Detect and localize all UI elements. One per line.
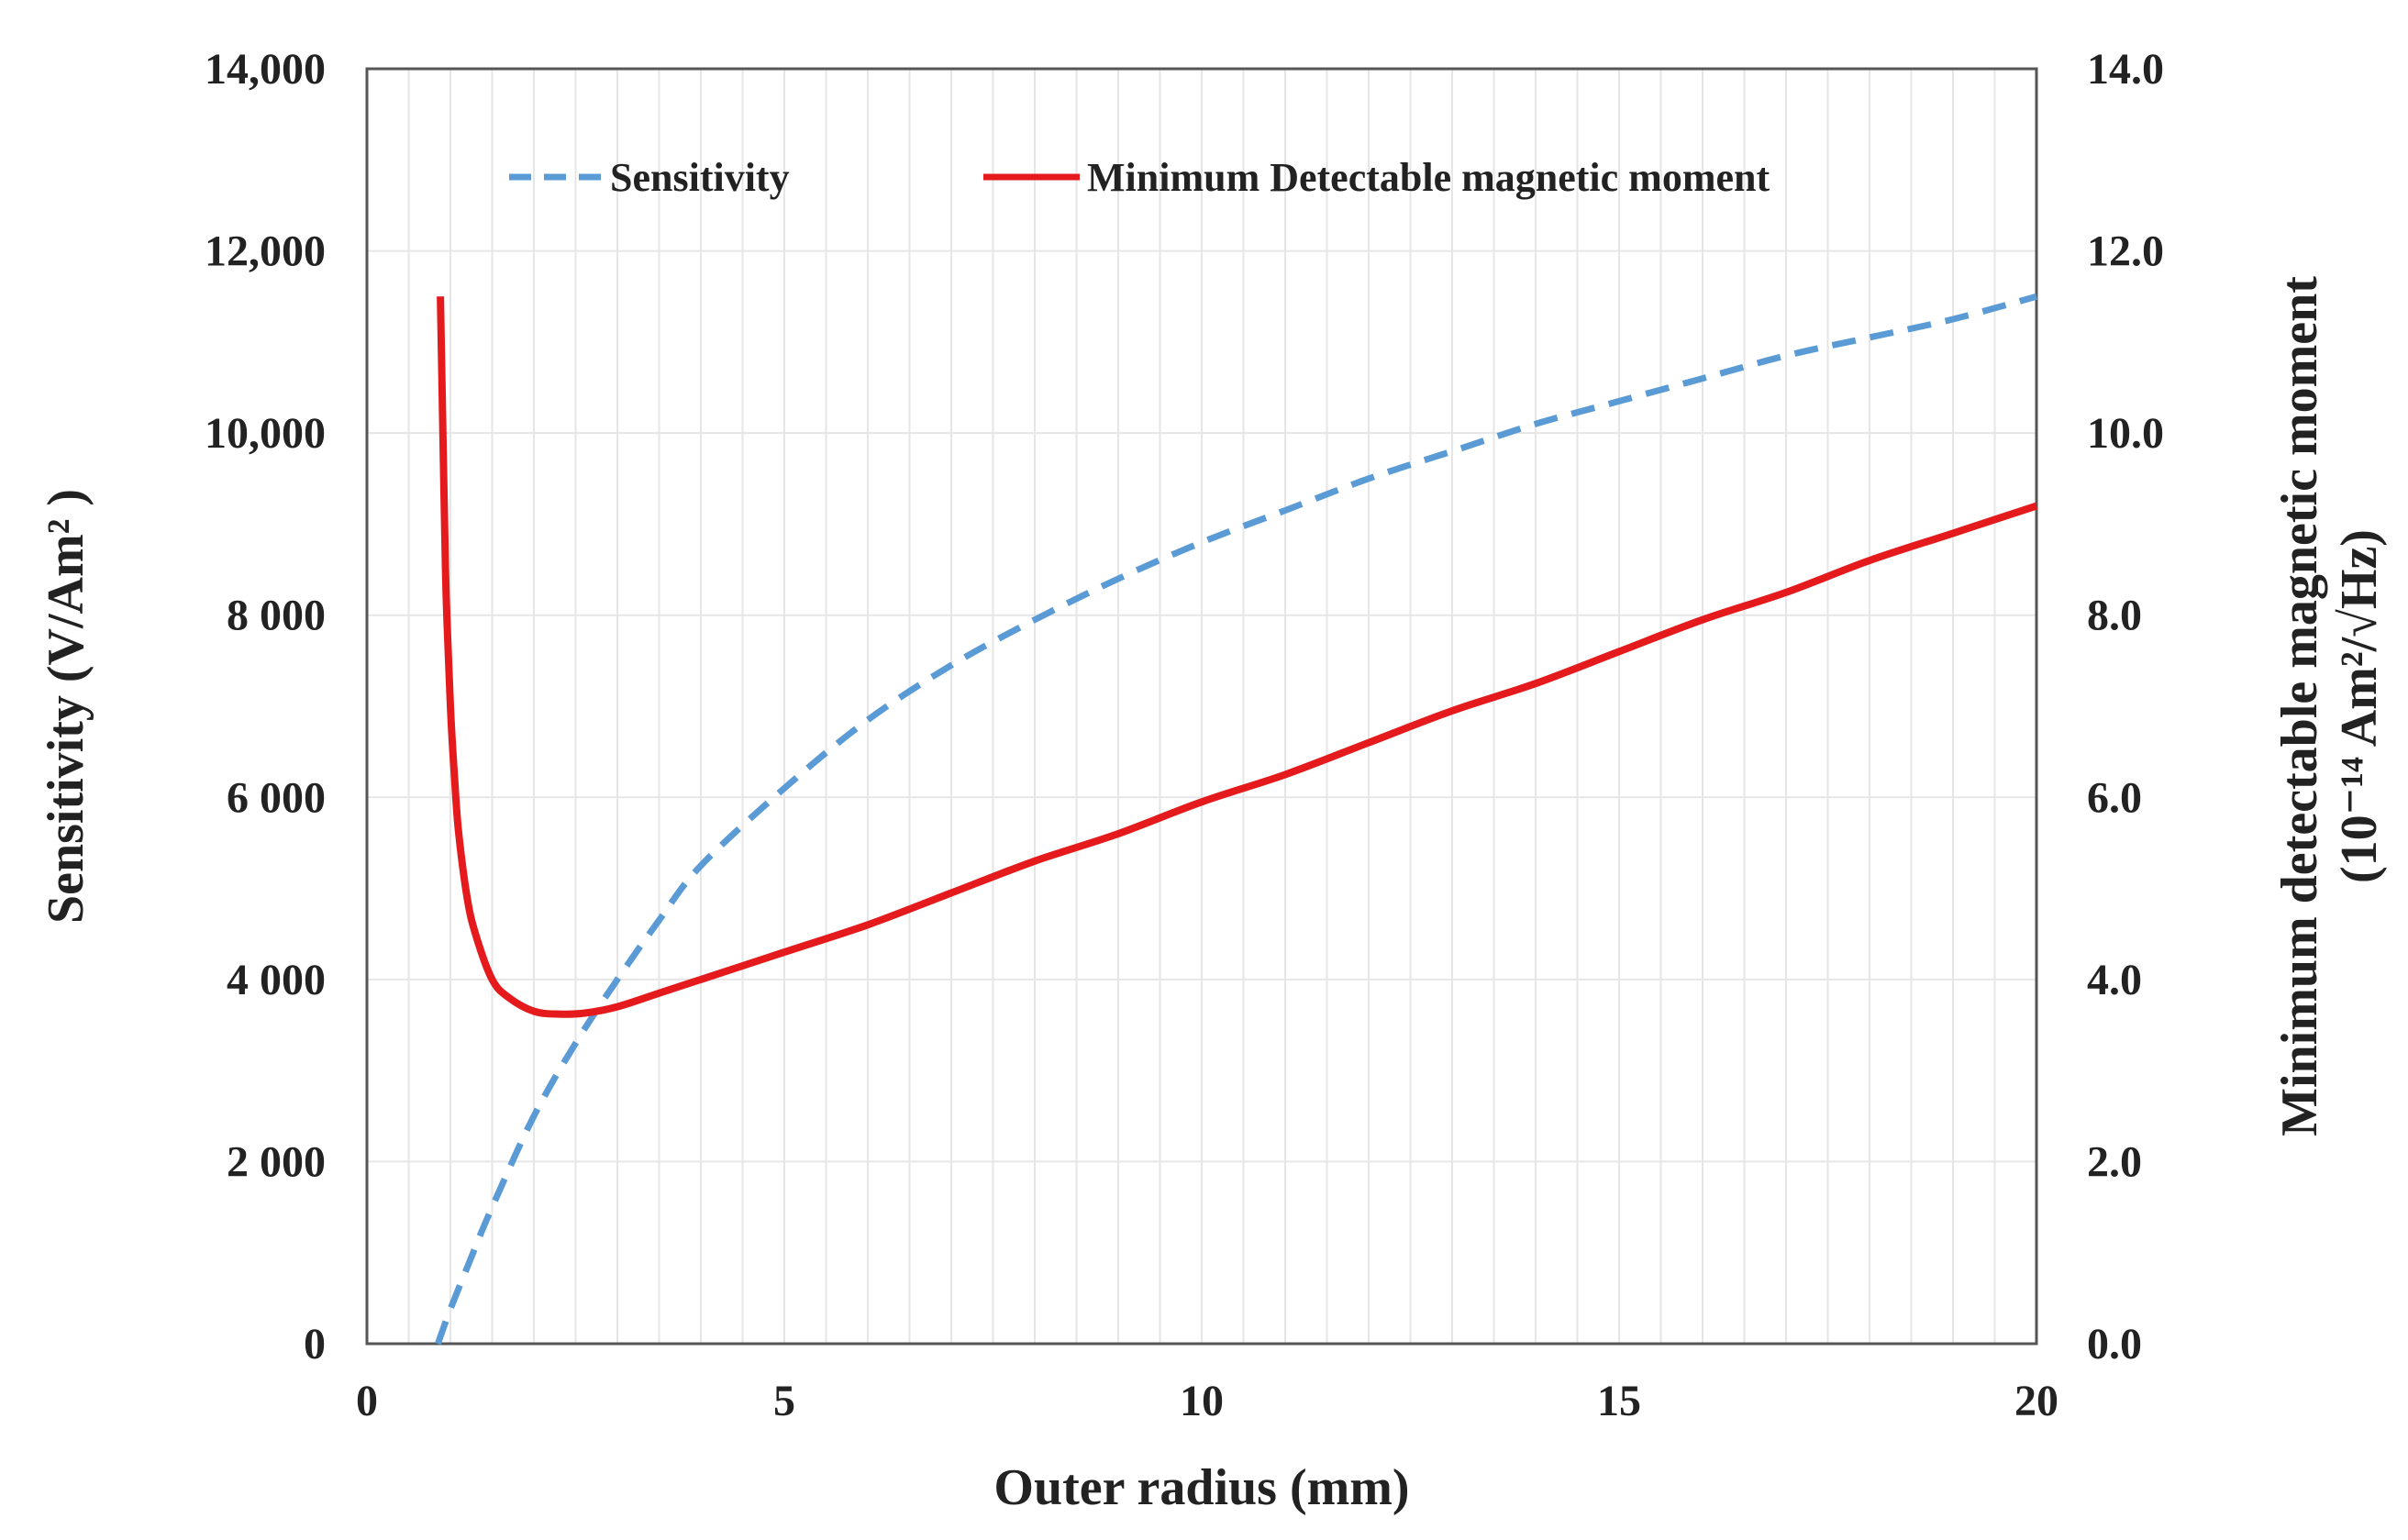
grid [367,69,2036,1344]
y-right-tick-label: 0.0 [2087,1320,2142,1368]
x-tick-labels: 0 5 10 15 20 [356,1377,2058,1425]
y-right-axis-title-line1: Minimum detectable magnetic moment [2271,276,2328,1136]
y-right-axis-title-line2: (10⁻¹⁴ Am²/√Hz) [2331,529,2388,883]
y-right-tick-label: 14.0 [2087,45,2164,94]
y-left-tick-label: 14,000 [205,45,326,94]
y-left-tick-label: 8 000 [227,592,326,640]
y-left-tick-label: 4 000 [227,956,326,1004]
y-right-tick-label: 8.0 [2087,592,2142,640]
series-line-min-moment [437,296,2038,1018]
y-right-tick-label: 2.0 [2087,1137,2142,1186]
x-tick-label: 5 [773,1377,795,1425]
y-left-tick-label: 6 000 [227,773,326,822]
plot-frame [365,67,2038,1346]
x-tick-label: 10 [1180,1377,1224,1425]
y-right-tick-label: 12.0 [2087,227,2164,276]
y-left-tick-labels: 0 2 000 4 000 6 000 8 000 10,000 12,000 14,000 [205,45,326,1368]
legend-label-min-moment: Minimum Detectable magnetic moment [1087,155,1770,200]
y-right-tick-label: 6.0 [2087,773,2142,822]
legend-label-sensitivity: Sensitivity [610,155,790,200]
x-axis-title: Outer radius (mm) [993,1459,1409,1516]
series-line-sensitivity [435,293,2037,1346]
series-lines [435,293,2038,1346]
y-right-tick-label: 4.0 [2087,956,2142,1004]
y-right-tick-labels: 0.0 2.0 4.0 6.0 8.0 10.0 12.0 14.0 [2087,45,2164,1368]
y-left-tick-label: 0 [304,1320,326,1368]
y-left-tick-label: 2 000 [227,1137,326,1186]
y-left-axis-title: Sensitivity (V/Am² ) [38,489,94,924]
x-tick-label: 20 [2014,1377,2058,1425]
x-tick-label: 0 [356,1377,378,1425]
legend: Sensitivity Minimum Detectable magnetic … [509,155,1770,200]
y-right-tick-label: 10.0 [2087,409,2164,458]
x-tick-label: 15 [1597,1377,1641,1425]
y-left-tick-label: 12,000 [205,227,326,276]
y-left-tick-label: 10,000 [205,409,326,458]
